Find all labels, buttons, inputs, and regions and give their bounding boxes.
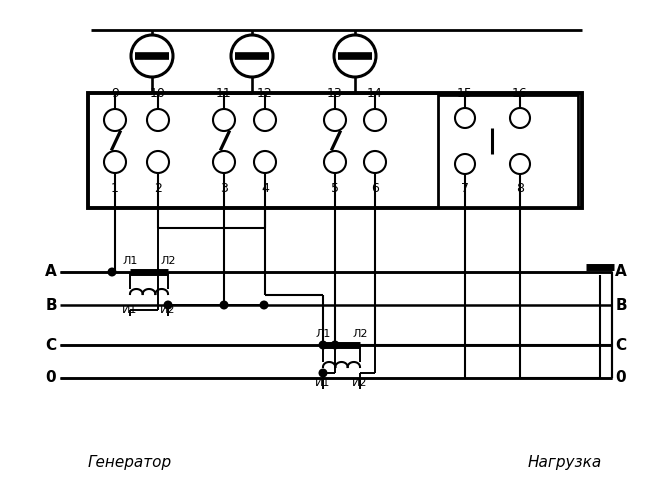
Text: 4: 4 xyxy=(261,182,269,195)
Text: 13: 13 xyxy=(327,87,343,100)
Text: 1: 1 xyxy=(111,182,119,195)
Text: И2: И2 xyxy=(352,378,368,388)
Circle shape xyxy=(318,369,328,377)
Circle shape xyxy=(364,109,386,131)
Text: 0: 0 xyxy=(616,370,626,386)
Text: 0: 0 xyxy=(46,370,56,386)
Text: С: С xyxy=(616,338,626,352)
Circle shape xyxy=(455,154,475,174)
Text: 7: 7 xyxy=(461,182,469,195)
Circle shape xyxy=(364,151,386,173)
Circle shape xyxy=(334,35,376,77)
Text: А: А xyxy=(45,265,57,279)
Circle shape xyxy=(231,35,273,77)
Circle shape xyxy=(147,151,169,173)
Circle shape xyxy=(330,340,340,349)
Bar xyxy=(438,95,578,207)
Circle shape xyxy=(213,151,235,173)
Text: 12: 12 xyxy=(257,87,273,100)
Circle shape xyxy=(163,301,172,309)
Circle shape xyxy=(510,154,530,174)
Text: Нагрузка: Нагрузка xyxy=(528,455,602,469)
Circle shape xyxy=(220,301,228,309)
Circle shape xyxy=(455,108,475,128)
Circle shape xyxy=(324,151,346,173)
Text: 16: 16 xyxy=(512,87,528,100)
Text: 5: 5 xyxy=(331,182,339,195)
Text: 14: 14 xyxy=(367,87,383,100)
Circle shape xyxy=(254,109,276,131)
Circle shape xyxy=(318,340,328,349)
Text: Генератор: Генератор xyxy=(88,455,172,469)
Circle shape xyxy=(213,109,235,131)
Text: 11: 11 xyxy=(216,87,232,100)
Text: И2: И2 xyxy=(160,305,176,315)
Bar xyxy=(88,93,582,208)
Text: И1: И1 xyxy=(316,378,331,388)
Text: Л2: Л2 xyxy=(160,256,176,266)
Text: А: А xyxy=(615,265,627,279)
Circle shape xyxy=(147,109,169,131)
Text: Л2: Л2 xyxy=(352,329,368,339)
Text: И1: И1 xyxy=(123,305,138,315)
Text: Л1: Л1 xyxy=(123,256,138,266)
Text: 6: 6 xyxy=(371,182,379,195)
Text: С: С xyxy=(46,338,56,352)
Text: 10: 10 xyxy=(150,87,166,100)
Circle shape xyxy=(104,109,126,131)
Circle shape xyxy=(131,35,173,77)
Circle shape xyxy=(324,109,346,131)
Text: 9: 9 xyxy=(111,87,119,100)
Circle shape xyxy=(259,301,269,309)
Text: 3: 3 xyxy=(220,182,228,195)
Circle shape xyxy=(254,151,276,173)
Circle shape xyxy=(510,108,530,128)
Text: В: В xyxy=(615,298,627,312)
Text: 2: 2 xyxy=(154,182,162,195)
Text: 15: 15 xyxy=(457,87,473,100)
Circle shape xyxy=(107,268,117,277)
Text: Л1: Л1 xyxy=(316,329,331,339)
Text: В: В xyxy=(45,298,57,312)
Text: 8: 8 xyxy=(516,182,524,195)
Circle shape xyxy=(104,151,126,173)
